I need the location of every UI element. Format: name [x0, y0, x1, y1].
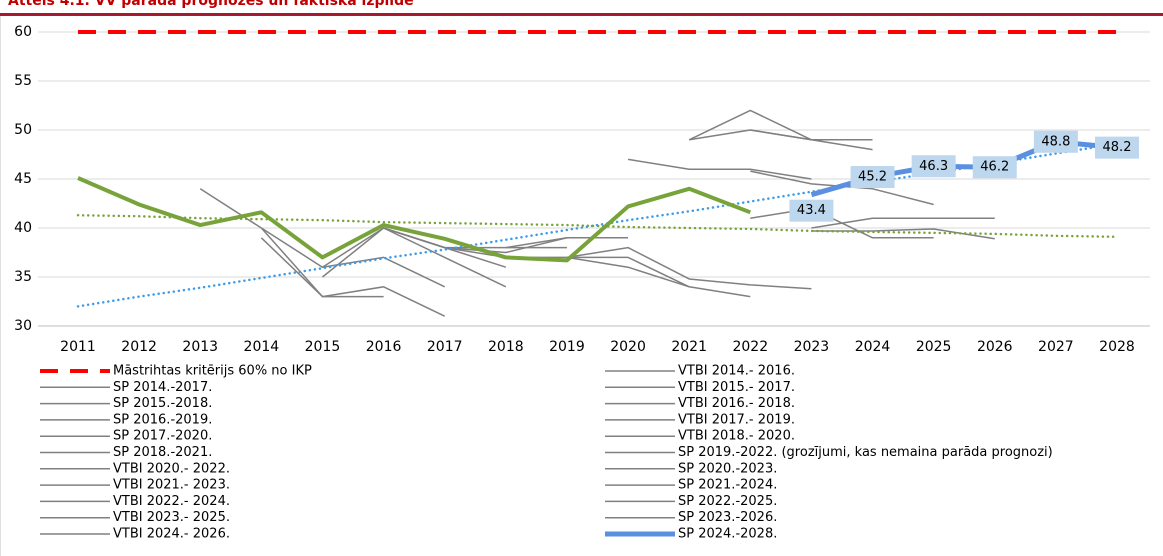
y-tick-label: 40	[14, 220, 32, 236]
x-tick-label: 2024	[855, 339, 891, 355]
x-tick-label: 2011	[60, 339, 96, 355]
legend-label: Māstrihtas kritērijs 60% no IKP	[113, 364, 312, 379]
unlabeled-line	[77, 176, 752, 263]
series-line	[688, 109, 812, 141]
y-tick-label: 50	[14, 122, 32, 138]
series-line	[322, 227, 445, 268]
x-tick-label: 2018	[488, 339, 524, 355]
legend-label: SP 2014.-2017.	[113, 380, 212, 395]
x-tick-label: 2022	[732, 339, 768, 355]
legend-label: VTBI 2024.- 2026.	[113, 527, 230, 542]
legend-label: SP 2023.-2026.	[678, 510, 777, 525]
legend-label: VTBI 2017.- 2019.	[678, 412, 795, 427]
data-label-box	[911, 155, 956, 178]
legend-label: SP 2022.-2025.	[678, 494, 777, 509]
series-line	[383, 227, 507, 288]
x-tick-label: 2026	[977, 339, 1013, 355]
x-tick-label: 2021	[671, 339, 707, 355]
legend-label: VTBI 2018.- 2020.	[678, 429, 795, 444]
data-label-box	[1095, 136, 1139, 159]
series-line	[260, 237, 384, 298]
legend-label: SP 2016.-2019.	[113, 412, 212, 427]
legend-label: VTBI 2022.- 2024.	[113, 494, 230, 509]
series-line	[811, 217, 995, 229]
x-tick-label: 2019	[549, 339, 585, 355]
data-label-box	[789, 199, 834, 222]
series-line	[627, 158, 812, 180]
legend-label: VTBI 2020.- 2022.	[113, 461, 230, 476]
series-line	[689, 129, 873, 141]
x-tick-label: 2028	[1099, 339, 1135, 355]
data-label: 45.2	[858, 170, 887, 185]
legend-label: SP 2019.-2022. (grozījumi, kas nemaina p…	[678, 445, 1053, 460]
data-label: 46.3	[919, 159, 948, 174]
legend-label: VTBI 2015.- 2017.	[678, 380, 795, 395]
legend-label: SP 2024.-2028.	[678, 527, 777, 542]
x-tick-label: 2023	[794, 339, 830, 355]
data-label: 46.2	[980, 160, 1009, 175]
series-line	[566, 246, 812, 290]
series-line	[199, 188, 446, 288]
data-label-box	[1033, 130, 1078, 153]
x-tick-label: 2016	[366, 339, 402, 355]
data-label: 48.8	[1041, 134, 1070, 149]
x-tick-label: 2020	[610, 339, 646, 355]
legend-label: VTBI 2023.- 2025.	[113, 510, 230, 525]
y-tick-label: 55	[14, 73, 32, 89]
data-label: 43.4	[797, 203, 826, 218]
y-tick-label: 30	[14, 318, 32, 334]
x-tick-label: 2025	[916, 339, 952, 355]
series-line	[444, 237, 568, 254]
x-tick-label: 2014	[244, 339, 280, 355]
y-tick-label: 45	[14, 171, 32, 187]
legend-label: SP 2018.-2021.	[113, 445, 212, 460]
data-label-box	[972, 156, 1017, 179]
data-label-box	[850, 166, 895, 189]
series-line	[566, 256, 751, 298]
title-rule	[0, 13, 1163, 16]
legend-label: SP 2015.-2018.	[113, 396, 212, 411]
y-tick-label: 60	[14, 24, 32, 40]
legend-label: SP 2017.-2020.	[113, 429, 212, 444]
data-label: 48.2	[1103, 140, 1132, 155]
x-tick-label: 2015	[305, 339, 341, 355]
legend-label: SP 2021.-2024.	[678, 478, 777, 493]
legend-label: VTBI 2016.- 2018.	[678, 396, 795, 411]
legend-label: VTBI 2014.- 2016.	[678, 364, 795, 379]
series-line	[260, 227, 446, 317]
x-tick-label: 2027	[1038, 339, 1074, 355]
series-line	[444, 246, 690, 288]
x-tick-label: 2012	[121, 339, 157, 355]
series-line	[505, 237, 629, 249]
x-tick-label: 2013	[182, 339, 218, 355]
y-tick-label: 35	[14, 269, 32, 285]
legend-label: SP 2020.-2023.	[678, 461, 777, 476]
chart-title: Attēls 4.1. VV parāda prognozes un fakti…	[8, 0, 414, 9]
unlabeled-line	[76, 214, 1119, 239]
legend-label: VTBI 2021.- 2023.	[113, 478, 230, 493]
x-tick-label: 2017	[427, 339, 463, 355]
